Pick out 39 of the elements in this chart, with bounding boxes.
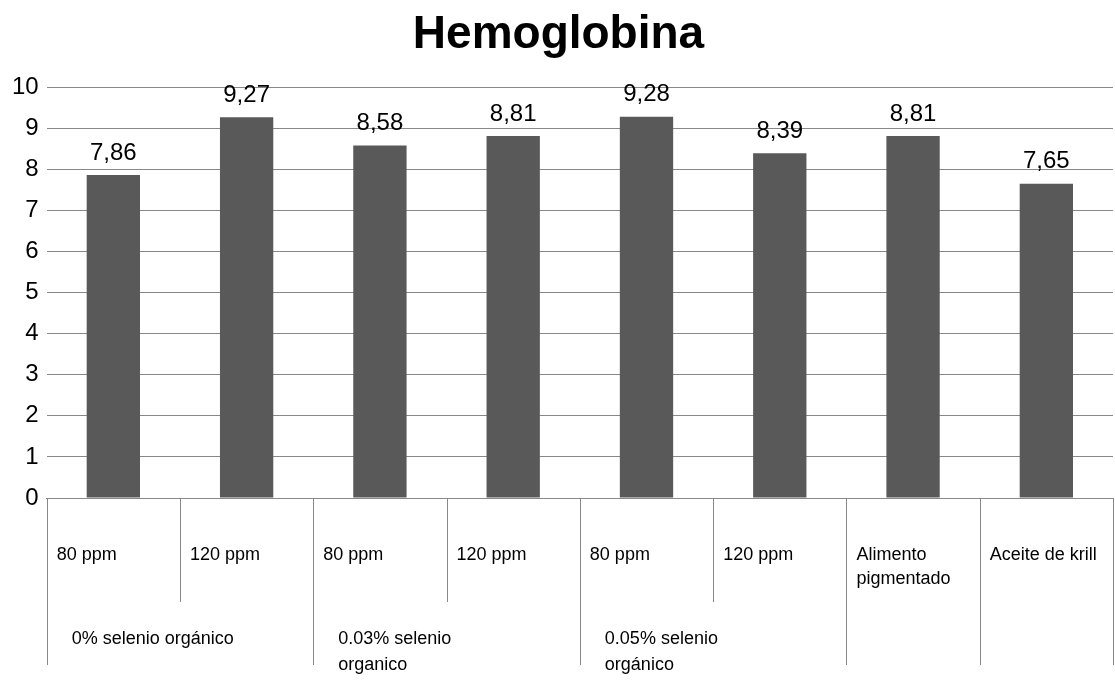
bar xyxy=(619,116,674,498)
x-tick-label: Alimento pigmentado xyxy=(856,543,951,588)
data-label: 8,39 xyxy=(756,115,804,143)
x-tick-label: 120 ppm xyxy=(723,543,794,564)
y-tick-label: 1 xyxy=(25,441,39,469)
x-tick-label: 80 ppm xyxy=(323,543,384,564)
data-label: 8,58 xyxy=(356,108,404,136)
y-tick-label: 4 xyxy=(25,318,39,346)
text: 0.05% selenio orgánico xyxy=(604,627,718,674)
bar xyxy=(353,145,407,498)
y-tick-label: 10 xyxy=(11,71,39,99)
bar xyxy=(886,136,940,498)
y-tick-label: 5 xyxy=(25,277,39,305)
y-tick-label: 2 xyxy=(25,400,39,428)
bar xyxy=(486,136,540,498)
chart-title: Hemoglobina xyxy=(412,6,705,59)
text: 0.03% selenio organico xyxy=(338,627,452,674)
y-tick-label: 6 xyxy=(25,236,39,264)
data-label: 9,27 xyxy=(223,79,270,107)
bar xyxy=(86,175,140,498)
x-tick-label: Aceite de krill xyxy=(989,543,1097,564)
text: 0% selenio orgánico xyxy=(71,627,234,648)
y-tick-label: 0 xyxy=(25,482,39,510)
x-tick-label: 120 ppm xyxy=(456,543,527,564)
x-tick-label: 80 ppm xyxy=(56,543,117,564)
data-label: 9,28 xyxy=(623,79,670,107)
data-label: 8,81 xyxy=(889,98,937,126)
bar xyxy=(1019,183,1074,498)
y-tick-label: 8 xyxy=(25,153,39,181)
bar xyxy=(753,153,807,498)
data-label: 7,86 xyxy=(89,137,137,165)
x-tick-label: 80 ppm xyxy=(589,543,650,564)
x-tick-label: 120 ppm xyxy=(189,543,261,564)
y-tick-label: 9 xyxy=(25,112,39,140)
data-label: 7,65 xyxy=(1023,146,1070,174)
bar xyxy=(219,117,274,498)
y-tick-label: 7 xyxy=(25,195,39,223)
y-tick-label: 3 xyxy=(25,359,39,387)
data-label: 8,81 xyxy=(489,98,537,126)
